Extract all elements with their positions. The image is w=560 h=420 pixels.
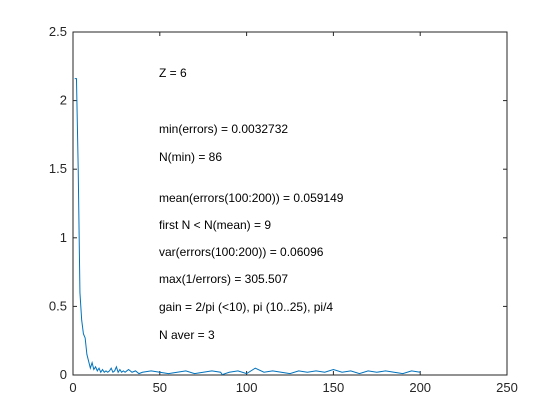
y-tick-label: 0 [60, 367, 67, 382]
y-tick-label: 2 [60, 93, 67, 108]
annotation-text: first N < N(mean) = 9 [159, 218, 271, 232]
annotation-text: mean(errors(100:200)) = 0.059149 [159, 191, 344, 205]
y-tick-label: 1.5 [49, 161, 67, 176]
plot-area: 0 50 100 150 200 250 0 0.5 1 1.5 2 2.5 [49, 24, 518, 395]
x-tick-label: 200 [409, 380, 431, 395]
annotation-text: N aver = 3 [159, 328, 215, 342]
annotation-text: min(errors) = 0.0032732 [159, 122, 288, 136]
y-tick-label: 2.5 [49, 24, 67, 39]
x-tick-label: 0 [69, 380, 76, 395]
x-tick-label: 50 [153, 380, 167, 395]
x-tick-label: 100 [236, 380, 258, 395]
x-tick-label: 150 [323, 380, 345, 395]
series-line [74, 78, 421, 376]
annotation-text: max(1/errors) = 305.507 [159, 272, 288, 286]
x-tick-label: 250 [496, 380, 518, 395]
annotation-text: Z = 6 [159, 66, 187, 80]
annotation-text: gain = 2/pi (<10), pi (10..25), pi/4 [159, 300, 333, 314]
annotation-text: var(errors(100:200)) = 0.06096 [159, 245, 324, 259]
axes-box [72, 31, 508, 376]
y-tick-label: 0.5 [49, 298, 67, 313]
annotation-text: N(min) = 86 [159, 150, 222, 164]
annotations: Z = 6 min(errors) = 0.0032732 N(min) = 86 m… [159, 66, 344, 342]
y-tick-label: 1 [60, 230, 67, 245]
